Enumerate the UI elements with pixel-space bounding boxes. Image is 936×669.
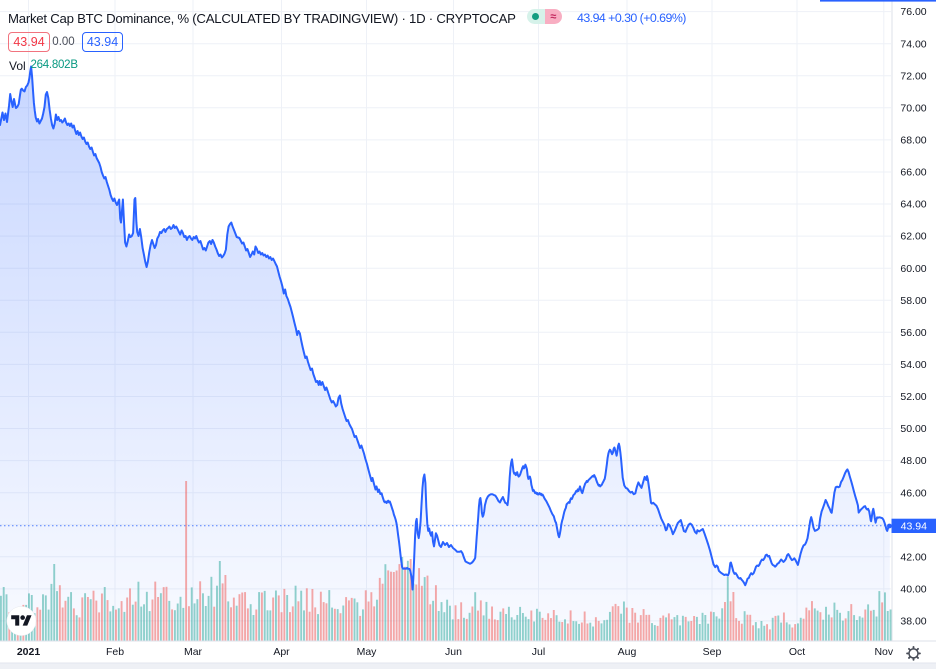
svg-text:May: May (357, 646, 378, 658)
svg-text:Oct: Oct (789, 646, 805, 658)
svg-text:56.00: 56.00 (900, 327, 926, 339)
svg-text:58.00: 58.00 (900, 295, 926, 307)
svg-text:62.00: 62.00 (900, 231, 926, 243)
svg-text:Jul: Jul (532, 646, 545, 658)
svg-text:Feb: Feb (106, 646, 124, 658)
svg-text:54.00: 54.00 (900, 359, 926, 371)
svg-text:Apr: Apr (273, 646, 290, 658)
svg-text:Mar: Mar (184, 646, 203, 658)
svg-text:38.00: 38.00 (900, 616, 926, 628)
svg-text:72.00: 72.00 (900, 70, 926, 82)
svg-text:46.00: 46.00 (900, 487, 926, 499)
svg-text:2021: 2021 (17, 646, 41, 658)
svg-text:Jun: Jun (445, 646, 462, 658)
svg-text:76.00: 76.00 (900, 6, 926, 18)
svg-text:48.00: 48.00 (900, 455, 926, 467)
svg-text:60.00: 60.00 (900, 263, 926, 275)
svg-text:52.00: 52.00 (900, 391, 926, 403)
svg-text:74.00: 74.00 (900, 38, 926, 50)
svg-text:42.00: 42.00 (900, 551, 926, 563)
svg-text:Aug: Aug (618, 646, 637, 658)
svg-text:68.00: 68.00 (900, 135, 926, 147)
svg-text:Sep: Sep (703, 646, 722, 658)
svg-text:66.00: 66.00 (900, 167, 926, 179)
svg-text:40.00: 40.00 (900, 584, 926, 596)
svg-text:43.94: 43.94 (901, 521, 927, 533)
svg-text:Nov: Nov (874, 646, 893, 658)
svg-text:64.00: 64.00 (900, 199, 926, 211)
svg-text:70.00: 70.00 (900, 102, 926, 114)
svg-text:50.00: 50.00 (900, 423, 926, 435)
